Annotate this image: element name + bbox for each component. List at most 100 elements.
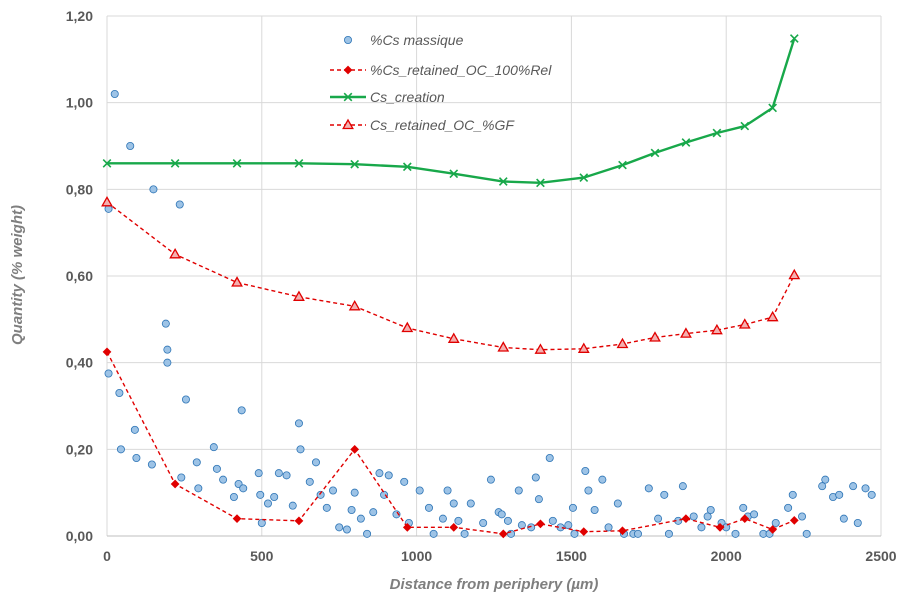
scatter-point [689,512,698,521]
data-point [536,519,545,529]
x-tick-label: 1000 [401,548,432,564]
data-point [497,341,510,352]
scatter-point [644,484,653,493]
data-point [449,522,459,532]
scatter-point [750,510,759,519]
x-tick-label: 2000 [711,548,742,564]
scatter-point [415,486,424,495]
scatter-point [239,484,248,493]
data-point [534,343,547,354]
scatter-point [584,486,593,495]
x-tick-label: 0 [103,548,111,564]
x-tick-label: 500 [250,548,274,564]
scatter-point [257,519,266,528]
scatter-point [697,523,706,532]
scatter-point [219,475,228,484]
scatter-point [104,369,113,378]
scatter-point [429,529,438,538]
legend-item: Cs_retained_OC_%GF [330,117,515,133]
scatter-point [706,505,715,514]
scatter-point [254,469,263,478]
scatter-point [527,523,536,532]
data-point [579,527,589,537]
legend-swatch [342,118,354,130]
scatter-point [802,529,811,538]
series-cs-creation [102,34,799,188]
legend-swatch [343,65,353,75]
data-point [293,290,305,301]
scatter-point [798,512,807,521]
scatter-point [835,490,844,499]
data-point [618,160,627,170]
scatter-point [449,499,458,508]
data-point [715,522,725,532]
data-point [232,158,242,168]
scatter-point [443,486,452,495]
scatter-point [126,141,135,150]
scatter-point [132,453,141,462]
scatter-point [209,443,218,452]
data-point [402,162,412,172]
data-point [169,248,182,259]
scatter-point [581,466,590,475]
legend-label: Cs_creation [370,89,445,105]
data-point [101,196,113,207]
scatter-point [548,516,557,525]
data-point [536,178,545,188]
y-tick-label: 1,20 [66,8,93,24]
data-point [789,516,799,525]
series-cs-retained-oc-gf [101,196,801,354]
scatter-point [633,529,642,538]
scatter-point [181,395,190,404]
scatter-point [296,445,305,454]
series [101,34,876,539]
y-tick-label: 0,80 [66,181,93,197]
data-point [170,479,180,489]
x-tick-label: 2500 [865,548,896,564]
y-tick-label: 1,00 [66,95,93,111]
scatter-point [771,519,780,528]
scatter-point [660,490,669,499]
scatter-point [604,523,613,532]
data-point [231,276,243,287]
data-point [766,310,779,322]
data-point [401,321,414,333]
scatter-point [305,477,314,486]
scatter-point [130,425,139,434]
scatter-point [454,516,463,525]
scatter-point [497,510,506,519]
scatter-point [175,200,184,209]
scatter-point [163,358,172,367]
scatter-point [853,519,862,528]
data-point [170,158,180,168]
data-point [350,159,360,169]
data-point [681,138,691,147]
series-cs-retained-oc-100-rel [102,347,799,539]
scatter-point [294,419,303,428]
scatter-point [568,503,577,512]
scatter-point [229,492,238,501]
data-point [447,332,460,343]
scatter-point [438,514,447,523]
scatter-point [534,495,543,504]
data-point [740,514,750,524]
scatter-point [335,523,344,532]
data-point [102,158,112,168]
scatter-point [375,469,384,478]
scatter-point [270,492,279,501]
scatter-point [703,512,712,521]
scatter-point [821,475,830,484]
data-point [618,526,627,536]
data-point [710,323,723,335]
scatter-point [486,475,495,484]
scatter-point [400,477,409,486]
data-point [788,268,801,280]
series-cs-massique [104,90,876,538]
scatter-point [839,514,848,523]
data-point [348,300,361,311]
grid [106,15,882,537]
data-point [649,331,661,342]
scatter-point [322,503,331,512]
scatter-point [115,388,124,397]
